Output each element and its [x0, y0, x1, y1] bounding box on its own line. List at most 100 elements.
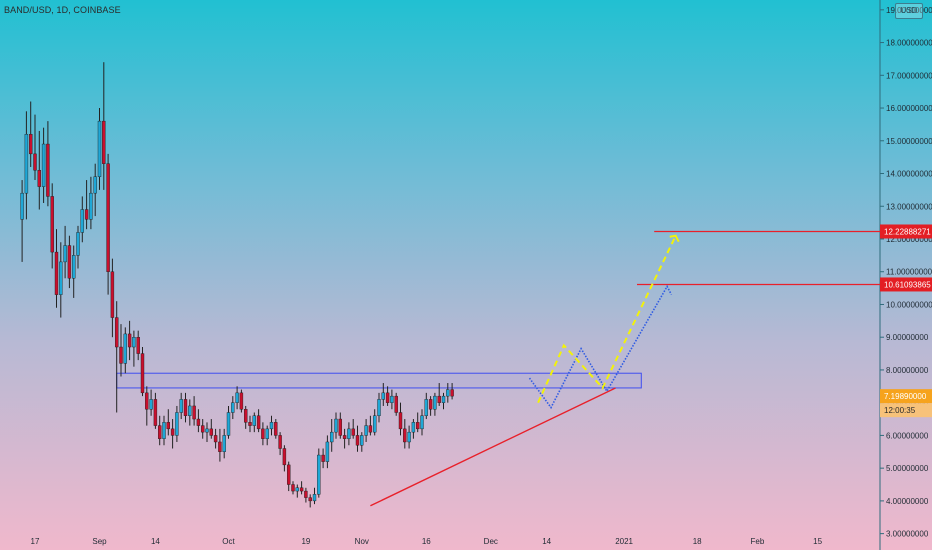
- y-tick-label: 14.00000000: [886, 170, 932, 179]
- candle: [102, 62, 106, 190]
- candle: [80, 196, 85, 243]
- candle-body-bull: [175, 412, 179, 436]
- candle: [24, 111, 29, 220]
- candle-body-bear: [278, 435, 282, 449]
- candle-body-bear: [342, 435, 347, 439]
- x-tick-label: Nov: [355, 537, 369, 546]
- y-tick-label: 10.00000000: [886, 300, 932, 309]
- candle-body-bear: [256, 415, 261, 430]
- x-tick-label: 2021: [615, 537, 633, 546]
- x-tick-label: Feb: [751, 537, 765, 546]
- y-tick-label: 5.00000000: [886, 464, 929, 473]
- candle-body-bull: [411, 422, 416, 433]
- countdown-tag-bg: [880, 403, 932, 418]
- y-tick-label: 13.00000000: [886, 202, 932, 211]
- candle-body-bear: [243, 409, 248, 423]
- candle: [71, 245, 76, 298]
- candle: [325, 435, 330, 469]
- projection-path-yellow: [537, 235, 677, 404]
- candle: [84, 180, 89, 230]
- candle-body-bull: [360, 435, 364, 446]
- candle-body-bear: [282, 448, 287, 466]
- resistance-price-tag: 12.22888271: [880, 224, 932, 239]
- candle-body-bull: [231, 402, 235, 413]
- last-price-tag-bg: [880, 389, 932, 404]
- candle: [41, 127, 46, 203]
- candle: [132, 330, 136, 367]
- candle-body-bull: [89, 192, 93, 220]
- y-tick-label: 3.00000000: [886, 530, 929, 539]
- candle: [46, 121, 50, 207]
- candle-body-bull: [132, 337, 136, 348]
- x-tick-label: 14: [151, 537, 160, 546]
- candle-body-bear: [46, 143, 50, 197]
- candle: [89, 176, 93, 230]
- candle: [278, 432, 282, 456]
- candle-body-bear: [209, 428, 214, 436]
- y-tick-label: 18.00000000: [886, 39, 932, 48]
- candle-body-bear: [192, 405, 196, 420]
- candle: [119, 324, 123, 377]
- candle: [54, 229, 59, 308]
- candle-body-bear: [136, 337, 140, 354]
- y-tick-label: 8.00000000: [886, 366, 929, 375]
- candle: [170, 419, 175, 449]
- candle: [145, 386, 149, 426]
- candle-body-bull: [24, 134, 29, 194]
- candle-body-bull: [295, 487, 299, 492]
- candle: [252, 412, 257, 433]
- candle-body-bull: [269, 422, 274, 430]
- currency-badge[interactable]: USD: [895, 3, 923, 19]
- candle-body-bear: [299, 487, 304, 492]
- candle-body-bear: [119, 346, 123, 364]
- candle: [76, 225, 80, 269]
- candle: [213, 428, 218, 449]
- candle: [360, 432, 364, 452]
- resistance-price-tag-text: 10.61093865: [884, 280, 931, 289]
- candle: [334, 412, 338, 439]
- candle-body-bear: [338, 418, 342, 436]
- candle: [37, 130, 41, 210]
- candle: [347, 422, 351, 446]
- candle: [424, 392, 428, 420]
- candle: [291, 481, 295, 495]
- candle-body-bear: [355, 435, 360, 446]
- candle: [93, 163, 97, 217]
- candle-body-bear: [106, 163, 110, 272]
- candle: [136, 330, 140, 361]
- candle: [183, 392, 188, 423]
- candle: [127, 320, 132, 361]
- candle-body-bull: [441, 395, 446, 403]
- x-tick-label: 18: [693, 537, 702, 546]
- candle: [308, 494, 312, 508]
- candle: [140, 347, 145, 397]
- candle: [450, 383, 454, 400]
- candle: [114, 301, 119, 413]
- candle-body-bear: [394, 395, 398, 413]
- candle: [416, 412, 420, 433]
- y-tick-label: 19.00000000: [886, 6, 932, 15]
- candle: [29, 101, 33, 167]
- candle-body-bear: [248, 422, 252, 426]
- candle: [110, 258, 115, 338]
- candle: [97, 108, 102, 190]
- candle-body-bull: [41, 143, 46, 187]
- candle-body-bull: [381, 392, 385, 400]
- candle: [312, 487, 317, 505]
- candle-body-bull: [347, 428, 351, 439]
- candle: [50, 183, 54, 269]
- y-tick-label: 12.00000000: [886, 235, 932, 244]
- candle: [231, 396, 235, 420]
- candle-body-bear: [102, 120, 106, 164]
- candle-body-bull: [226, 412, 231, 436]
- candle-body-bear: [416, 422, 420, 430]
- resistance-price-tag-text: 12.22888271: [884, 227, 931, 236]
- candle: [33, 114, 37, 181]
- candle-body-bear: [84, 209, 89, 220]
- candle-body-bear: [385, 392, 390, 403]
- candle: [20, 180, 24, 262]
- candle: [368, 415, 373, 436]
- candle: [338, 412, 342, 439]
